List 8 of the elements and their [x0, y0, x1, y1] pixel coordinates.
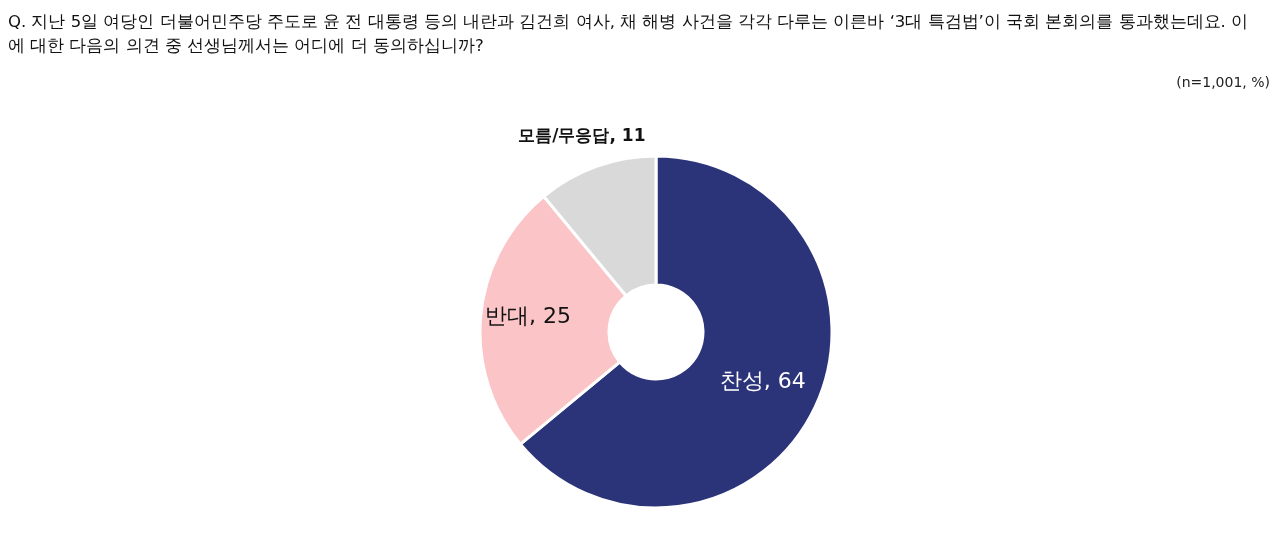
slice-label: 모름/무응답 — [518, 125, 610, 146]
data-label: , 25 — [529, 302, 572, 328]
data-label: , 64 — [763, 367, 806, 393]
slice-label: 반대 — [485, 302, 530, 328]
slice-label: 찬성 — [719, 367, 764, 393]
chart-title: Q. 지난 5일 여당인 더불어민주당 주도로 윤 전 대통령 등의 내란과 김건희 여사, 채 해병 사건을 각각 다루는 이른바 ‘3대 특검법’이 국회 본회의를 통과했는데요. 이에 대한 다음의 의견 중 선생님께서는 어디에 더 동의하십니까? — [8, 11, 1250, 57]
data-label: , 11 — [609, 125, 646, 146]
text: (n=1,001, %) — [1176, 74, 1270, 90]
